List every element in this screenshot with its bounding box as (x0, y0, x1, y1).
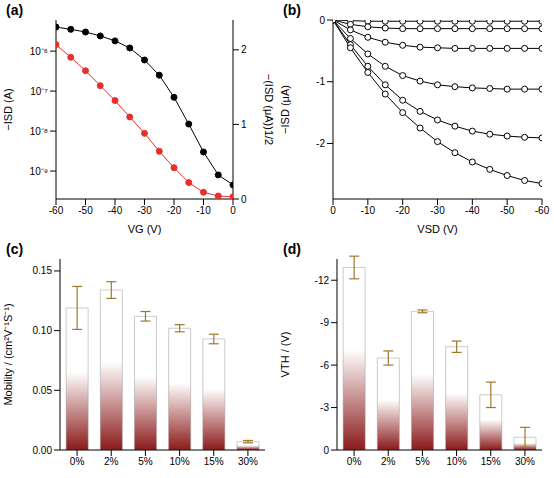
svg-text:30%: 30% (515, 456, 535, 467)
svg-text:0: 0 (230, 205, 236, 216)
svg-text:30%: 30% (238, 456, 258, 467)
svg-text:-10: -10 (361, 205, 376, 216)
svg-text:0.00: 0.00 (33, 445, 53, 456)
svg-text:-50: -50 (78, 205, 93, 216)
svg-text:0: 0 (330, 205, 336, 216)
svg-text:2: 2 (241, 44, 247, 55)
svg-text:-60: -60 (535, 205, 546, 216)
svg-text:10%: 10% (447, 456, 467, 467)
svg-text:15%: 15% (481, 456, 501, 467)
svg-text:-60: -60 (49, 205, 64, 216)
svg-text:10%: 10% (170, 456, 190, 467)
svg-text:−(ISD (μA))1/2: −(ISD (μA))1/2 (263, 74, 275, 145)
svg-text:-40: -40 (108, 205, 123, 216)
html-text:(c): (c) (6, 241, 24, 257)
svg-text:5%: 5% (138, 456, 153, 467)
svg-text:-2: -2 (316, 138, 325, 149)
svg-text:VSD (V): VSD (V) (417, 223, 457, 235)
svg-text:10⁻⁷: 10⁻⁷ (30, 86, 48, 97)
svg-text:-30: -30 (137, 205, 152, 216)
svg-text:0%: 0% (70, 456, 85, 467)
svg-text:0: 0 (241, 194, 247, 205)
svg-text:0.05: 0.05 (33, 385, 53, 396)
svg-text:2%: 2% (104, 456, 119, 467)
svg-text:0: 0 (323, 445, 329, 456)
html-text:(a): (a) (6, 2, 24, 18)
svg-text:5%: 5% (415, 456, 430, 467)
svg-text:10⁻⁶: 10⁻⁶ (30, 46, 48, 57)
svg-text:-30: -30 (430, 205, 445, 216)
svg-text:-50: -50 (500, 205, 515, 216)
svg-text:VTH / (V): VTH / (V) (279, 332, 291, 378)
svg-text:-20: -20 (167, 205, 182, 216)
svg-text:-6: -6 (320, 360, 329, 371)
svg-text:-1: -1 (316, 76, 325, 87)
svg-text:-12: -12 (315, 275, 330, 286)
svg-text:Mobility / (cm²V⁻¹S⁻¹): Mobility / (cm²V⁻¹S⁻¹) (8, 303, 14, 405)
svg-text:0%: 0% (347, 456, 362, 467)
svg-text:10⁻⁸: 10⁻⁸ (30, 126, 48, 137)
svg-text:2%: 2% (381, 456, 396, 467)
svg-text:-9: -9 (320, 317, 329, 328)
svg-text:0.10: 0.10 (33, 325, 53, 336)
svg-text:-40: -40 (465, 205, 480, 216)
html-text:(d): (d) (283, 241, 301, 257)
svg-text:VG (V): VG (V) (128, 223, 162, 235)
svg-text:-10: -10 (196, 205, 211, 216)
svg-text:−ISD (A): −ISD (A) (8, 88, 14, 130)
svg-text:0: 0 (319, 15, 325, 26)
svg-text:-3: -3 (320, 402, 329, 413)
svg-text:-20: -20 (395, 205, 410, 216)
svg-text:0.15: 0.15 (33, 265, 53, 276)
html-text:(b): (b) (283, 2, 301, 18)
svg-text:−ISD (μA): −ISD (μA) (279, 85, 291, 134)
svg-text:15%: 15% (204, 456, 224, 467)
svg-text:10⁻⁹: 10⁻⁹ (30, 166, 48, 177)
svg-text:1: 1 (241, 119, 247, 130)
